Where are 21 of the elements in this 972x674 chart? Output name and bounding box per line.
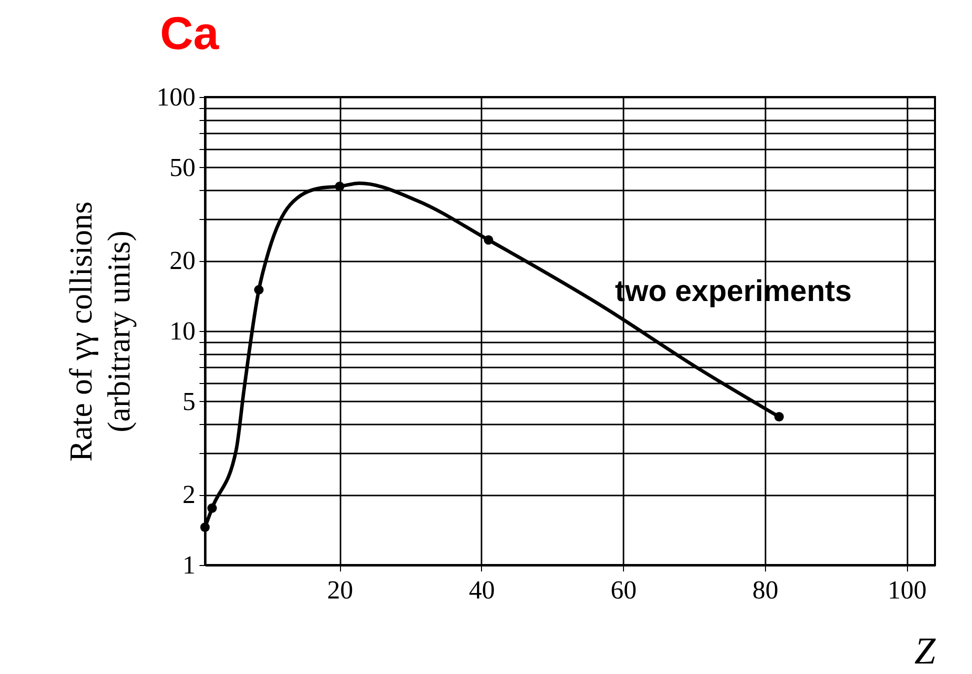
y-tick-label: 2 (182, 480, 196, 510)
chart-title: Ca (160, 7, 220, 59)
y-tick-label: 20 (170, 246, 196, 276)
point (484, 235, 494, 245)
x-tick-label: 100 (888, 576, 927, 604)
point (254, 285, 264, 295)
point (200, 522, 210, 532)
x-tick-label: 20 (327, 576, 354, 604)
x-tick-label: 80 (752, 576, 778, 604)
y-axis-title: Rate of γγ collisions (arbitrary units) (62, 201, 136, 462)
x-tick-label: 60 (610, 576, 637, 604)
point (334, 182, 344, 192)
y-tick-label: 50 (170, 152, 196, 182)
x-tick-label: 40 (468, 576, 495, 604)
point (207, 503, 217, 513)
y-tick-label: 10 (170, 316, 196, 346)
y-tick-label: 5 (182, 386, 196, 416)
y-tick-label: 1 (182, 550, 196, 580)
x-axis-title: Z (914, 630, 936, 672)
y-tick-label: 100 (156, 82, 196, 112)
point (774, 412, 784, 422)
